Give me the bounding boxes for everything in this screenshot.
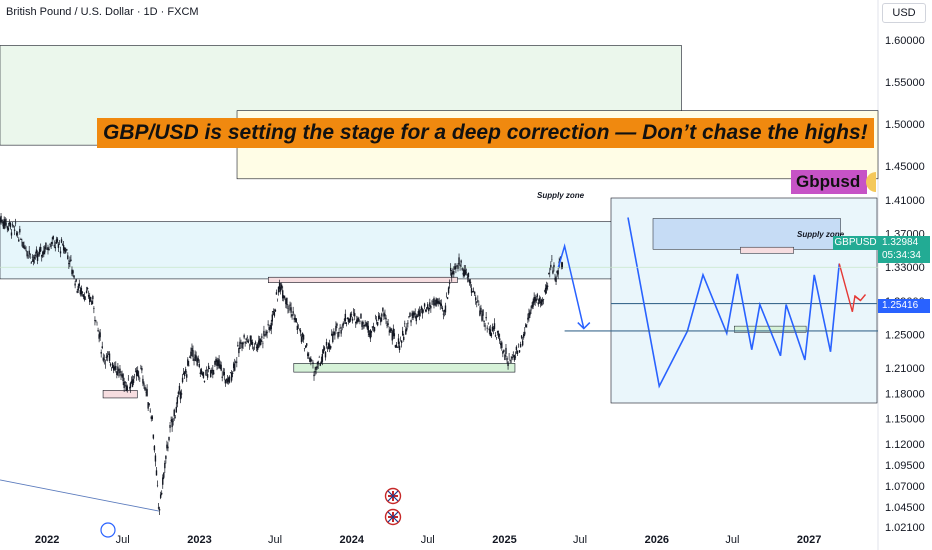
y-tick-label: 1.09500: [885, 460, 925, 472]
x-tick-label: 2024: [340, 534, 365, 546]
inset-supply-zone: [652, 218, 841, 250]
projection-layer: [557, 243, 591, 330]
x-tick-label: 2027: [797, 534, 821, 546]
uk-flag-diagonals: [387, 490, 399, 502]
countdown-tag: 05:34:34: [878, 249, 930, 263]
x-tick-label: 2023: [187, 534, 211, 546]
y-tick-label: 1.50000: [885, 119, 925, 131]
support-zone: [293, 363, 516, 373]
resistance-zone: [102, 390, 138, 399]
price-series: [0, 212, 564, 515]
target-price-tag: 1.25416: [878, 299, 930, 313]
x-tick-label: 2022: [35, 534, 59, 546]
event-markers: [100, 487, 402, 538]
projection-path: [557, 243, 585, 329]
x-tick-label: Jul: [268, 534, 282, 546]
y-tick-label: 1.45000: [885, 161, 925, 173]
trendline: [0, 479, 160, 512]
x-tick-label: 2026: [645, 534, 669, 546]
candle-bodies: [0, 215, 564, 511]
currency-button[interactable]: USD: [882, 3, 926, 23]
y-tick-label: 1.60000: [885, 35, 925, 47]
current-symbol-label: GBPUSD: [833, 236, 878, 250]
inset-panel: [610, 197, 878, 404]
x-tick-label: 2025: [492, 534, 516, 546]
resistance-zone: [268, 276, 458, 283]
headline-banner: GBP/USD is setting the stage for a deep …: [97, 118, 874, 148]
y-tick-label: 1.04500: [885, 502, 925, 514]
projection-arrowhead: [577, 322, 591, 330]
y-tick-label: 1.07000: [885, 481, 925, 493]
x-axis[interactable]: 2022 Jul 2023 Jul 2024 Jul 2025 Jul 2026 Jul 2027: [35, 534, 821, 546]
y-tick-label: 1.41000: [885, 195, 925, 207]
inset-arrowhead: [854, 294, 867, 302]
inset-supply-zone-label: Supply zone: [797, 230, 845, 239]
inset-projection-path: [627, 217, 841, 389]
y-axis[interactable]: 1.600001.550001.500001.450001.410001.370…: [885, 35, 925, 534]
x-tick-label: Jul: [573, 534, 587, 546]
y-tick-label: 1.02100: [885, 522, 925, 534]
x-tick-label: Jul: [725, 534, 739, 546]
uk-flag-diagonals: [387, 511, 399, 523]
symbol-header: British Pound / U.S. Dollar · 1D · FXCM: [6, 6, 199, 18]
symbol-tag: Gbpusd: [791, 170, 867, 194]
y-tick-label: 1.25000: [885, 329, 925, 341]
x-tick-label: Jul: [421, 534, 435, 546]
supply-zone-label: Supply zone: [537, 191, 585, 200]
lines-layer: [0, 266, 878, 512]
y-tick-label: 1.18000: [885, 388, 925, 400]
y-tick-label: 1.55000: [885, 77, 925, 89]
y-tick-label: 1.15000: [885, 414, 925, 426]
event-marker-icon: [100, 522, 116, 538]
coin-icon: [866, 172, 876, 192]
x-tick-label: Jul: [116, 534, 130, 546]
y-tick-label: 1.21000: [885, 363, 925, 375]
inset-resistance-zone: [740, 246, 794, 254]
y-tick-label: 1.33000: [885, 262, 925, 274]
current-price-tag: 1.32984: [878, 236, 930, 250]
y-tick-label: 1.12000: [885, 439, 925, 451]
